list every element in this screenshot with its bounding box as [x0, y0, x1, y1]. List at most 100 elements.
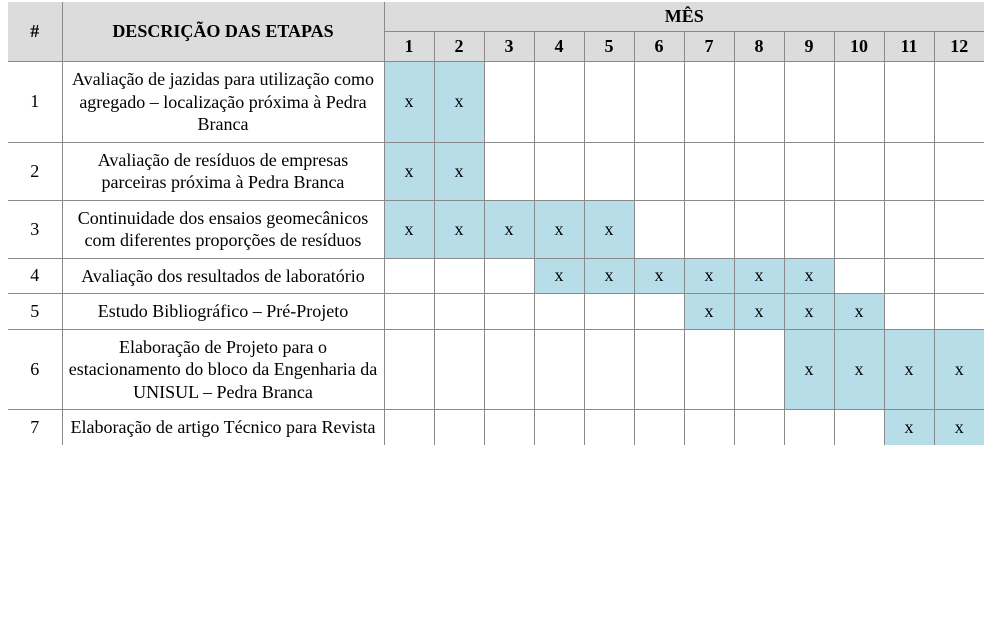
header-month: 9 [784, 32, 834, 62]
month-cell: x [684, 294, 734, 330]
month-cell: x [434, 62, 484, 143]
row-description: Continuidade dos ensaios geomecânicos co… [62, 200, 384, 258]
table-row: 2Avaliação de resíduos de empresas parce… [8, 142, 984, 200]
month-cell: x [584, 258, 634, 294]
gantt-table: # DESCRIÇÃO DAS ETAPAS MÊS 1 2 3 4 5 6 7… [8, 2, 984, 445]
month-cell [484, 410, 534, 445]
month-cell: x [884, 410, 934, 445]
row-index: 4 [8, 258, 62, 294]
month-cell [384, 294, 434, 330]
month-cell [634, 294, 684, 330]
month-cell [534, 142, 584, 200]
month-cell: x [484, 200, 534, 258]
header-month-group: MÊS [384, 2, 984, 32]
month-cell [734, 410, 784, 445]
month-cell [684, 62, 734, 143]
month-cell: x [534, 200, 584, 258]
month-cell [484, 62, 534, 143]
month-cell: x [784, 258, 834, 294]
month-cell [434, 294, 484, 330]
month-cell [934, 200, 984, 258]
month-cell: x [784, 329, 834, 410]
row-index: 1 [8, 62, 62, 143]
month-cell [934, 142, 984, 200]
month-cell [884, 294, 934, 330]
month-cell [884, 258, 934, 294]
month-cell [934, 62, 984, 143]
month-cell [784, 410, 834, 445]
month-cell [384, 329, 434, 410]
month-cell [384, 258, 434, 294]
month-cell [734, 142, 784, 200]
month-cell [834, 410, 884, 445]
month-cell [834, 258, 884, 294]
table-header: # DESCRIÇÃO DAS ETAPAS MÊS 1 2 3 4 5 6 7… [8, 2, 984, 62]
header-month: 2 [434, 32, 484, 62]
month-cell [384, 410, 434, 445]
month-cell [484, 258, 534, 294]
month-cell [534, 62, 584, 143]
table-row: 3Continuidade dos ensaios geomecânicos c… [8, 200, 984, 258]
header-description: DESCRIÇÃO DAS ETAPAS [62, 2, 384, 62]
month-cell: x [634, 258, 684, 294]
month-cell [584, 294, 634, 330]
table-row: 4Avaliação dos resultados de laboratório… [8, 258, 984, 294]
table-row: 7Elaboração de artigo Técnico para Revis… [8, 410, 984, 445]
month-cell [934, 258, 984, 294]
month-cell [884, 62, 934, 143]
table-row: 5Estudo Bibliográfico – Pré-Projetoxxxx [8, 294, 984, 330]
row-index: 5 [8, 294, 62, 330]
month-cell [734, 200, 784, 258]
gantt-table-container: # DESCRIÇÃO DAS ETAPAS MÊS 1 2 3 4 5 6 7… [0, 0, 988, 623]
header-month: 11 [884, 32, 934, 62]
header-month: 4 [534, 32, 584, 62]
month-cell: x [384, 62, 434, 143]
month-cell: x [534, 258, 584, 294]
month-cell: x [434, 142, 484, 200]
month-cell [834, 142, 884, 200]
month-cell: x [434, 200, 484, 258]
table-body: 1Avaliação de jazidas para utilização co… [8, 62, 984, 445]
month-cell: x [384, 200, 434, 258]
row-description: Elaboração de Projeto para o estacioname… [62, 329, 384, 410]
month-cell [784, 142, 834, 200]
month-cell [634, 329, 684, 410]
month-cell [634, 410, 684, 445]
month-cell: x [734, 294, 784, 330]
month-cell: x [734, 258, 784, 294]
month-cell [884, 142, 934, 200]
month-cell [784, 200, 834, 258]
table-row: 1Avaliação de jazidas para utilização co… [8, 62, 984, 143]
table-row: 6Elaboração de Projeto para o estacionam… [8, 329, 984, 410]
month-cell [834, 200, 884, 258]
month-cell [434, 329, 484, 410]
month-cell [684, 200, 734, 258]
month-cell [734, 329, 784, 410]
row-description: Elaboração de artigo Técnico para Revist… [62, 410, 384, 445]
month-cell [484, 142, 534, 200]
header-month: 5 [584, 32, 634, 62]
row-description: Estudo Bibliográfico – Pré-Projeto [62, 294, 384, 330]
month-cell [534, 329, 584, 410]
header-month: 7 [684, 32, 734, 62]
month-cell: x [384, 142, 434, 200]
header-month: 8 [734, 32, 784, 62]
month-cell [534, 410, 584, 445]
month-cell: x [934, 410, 984, 445]
month-cell [434, 410, 484, 445]
month-cell [684, 329, 734, 410]
month-cell: x [884, 329, 934, 410]
month-cell [684, 142, 734, 200]
header-month: 1 [384, 32, 434, 62]
row-index: 3 [8, 200, 62, 258]
month-cell [934, 294, 984, 330]
month-cell [634, 200, 684, 258]
month-cell [834, 62, 884, 143]
row-index: 7 [8, 410, 62, 445]
month-cell [584, 329, 634, 410]
month-cell [534, 294, 584, 330]
row-index: 2 [8, 142, 62, 200]
month-cell: x [834, 294, 884, 330]
month-cell: x [834, 329, 884, 410]
row-description: Avaliação dos resultados de laboratório [62, 258, 384, 294]
